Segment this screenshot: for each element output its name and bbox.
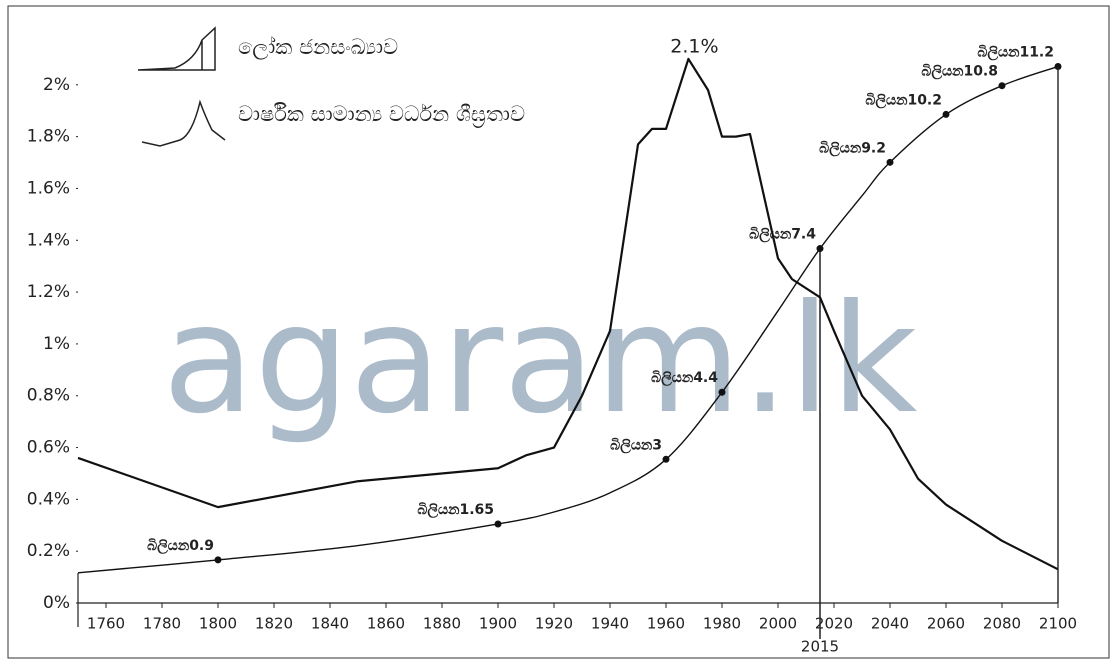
y-tick-label: 0.8% xyxy=(27,386,70,406)
x-tick-label: 1920 xyxy=(535,615,573,633)
legend-icon-growth xyxy=(142,102,225,146)
x-tick-label: 1900 xyxy=(479,615,517,633)
legend-item: වාර්ෂික සාමාන්‍ය වර්ධන ශීඝ්‍රතාව xyxy=(238,97,528,177)
x-tick-label: 2080 xyxy=(983,615,1021,633)
data-point xyxy=(817,245,824,252)
data-label: බිලියන11.2 xyxy=(977,45,1054,62)
y-tick-label: 1.8% xyxy=(27,127,70,147)
y-tick-label: 2% xyxy=(43,75,70,95)
x-tick-label: 1860 xyxy=(367,615,405,633)
x-tick-label: 2040 xyxy=(871,615,909,633)
y-tick-label: 1% xyxy=(43,334,70,354)
y-tick-label: 1.2% xyxy=(27,282,70,302)
y-tick-label: 0.4% xyxy=(27,489,70,509)
data-label: බිලියන4.4 xyxy=(651,370,718,387)
x-tick-label: 1980 xyxy=(703,615,741,633)
data-label: බිලියන10.2 xyxy=(865,92,942,109)
legend-icon-population xyxy=(138,28,215,70)
legend-label: වාර්ෂික සාමාන්‍ය වර්ධන ශීඝ්‍රතාව xyxy=(238,97,528,131)
x-tick-label: 1760 xyxy=(87,615,125,633)
y-tick-label: 0.6% xyxy=(27,438,70,458)
y-tick-label: 1.6% xyxy=(27,178,70,198)
x-tick-label: 1840 xyxy=(311,615,349,633)
data-label: බිලියන9.2 xyxy=(819,140,886,157)
data-point xyxy=(887,159,894,166)
x-tick-label: 1780 xyxy=(143,615,181,633)
data-label: 2.1% xyxy=(670,35,718,57)
legend: ලෝක ජනසංඛ්‍යාව වාර්ෂික සාමාන්‍ය වර්ධන ශී… xyxy=(138,28,558,177)
page: {"chart_data": { "type": "line", "waterm… xyxy=(0,0,1117,664)
x-tick-label: 1960 xyxy=(647,615,685,633)
x-tick-label: 1940 xyxy=(591,615,629,633)
reference-label: 2015 xyxy=(801,638,839,656)
x-tick-label: 1820 xyxy=(255,615,293,633)
y-tick-label: 1.4% xyxy=(27,230,70,250)
data-point xyxy=(663,456,670,463)
x-tick-label: 1880 xyxy=(423,615,461,633)
data-point xyxy=(719,389,726,396)
data-label: බිලියන1.65 xyxy=(417,502,494,519)
data-point xyxy=(943,111,950,118)
chart: agaram.lk ලෝක ජනසංඛ්‍යාව වාර්ෂික සාමාන්‍… xyxy=(0,0,1117,664)
y-tick-label: 0.2% xyxy=(27,541,70,561)
data-label: බිලියන10.8 xyxy=(921,64,998,81)
data-point xyxy=(999,82,1006,89)
data-label: බිලියන0.9 xyxy=(147,538,214,555)
legend-label: ලෝක ජනසංඛ්‍යාව xyxy=(238,30,558,64)
x-tick-label: 2100 xyxy=(1039,615,1077,633)
data-point xyxy=(495,520,502,527)
x-tick-label: 2000 xyxy=(759,615,797,633)
watermark: agaram.lk xyxy=(163,273,918,447)
data-label: බිලියන7.4 xyxy=(749,227,816,244)
x-tick-label: 1800 xyxy=(199,615,237,633)
data-point xyxy=(215,556,222,563)
data-label: බිලියන3 xyxy=(610,437,662,454)
legend-item: ලෝක ජනසංඛ්‍යාව xyxy=(238,30,558,70)
y-tick-label: 0% xyxy=(43,593,70,613)
x-tick-label: 2060 xyxy=(927,615,965,633)
